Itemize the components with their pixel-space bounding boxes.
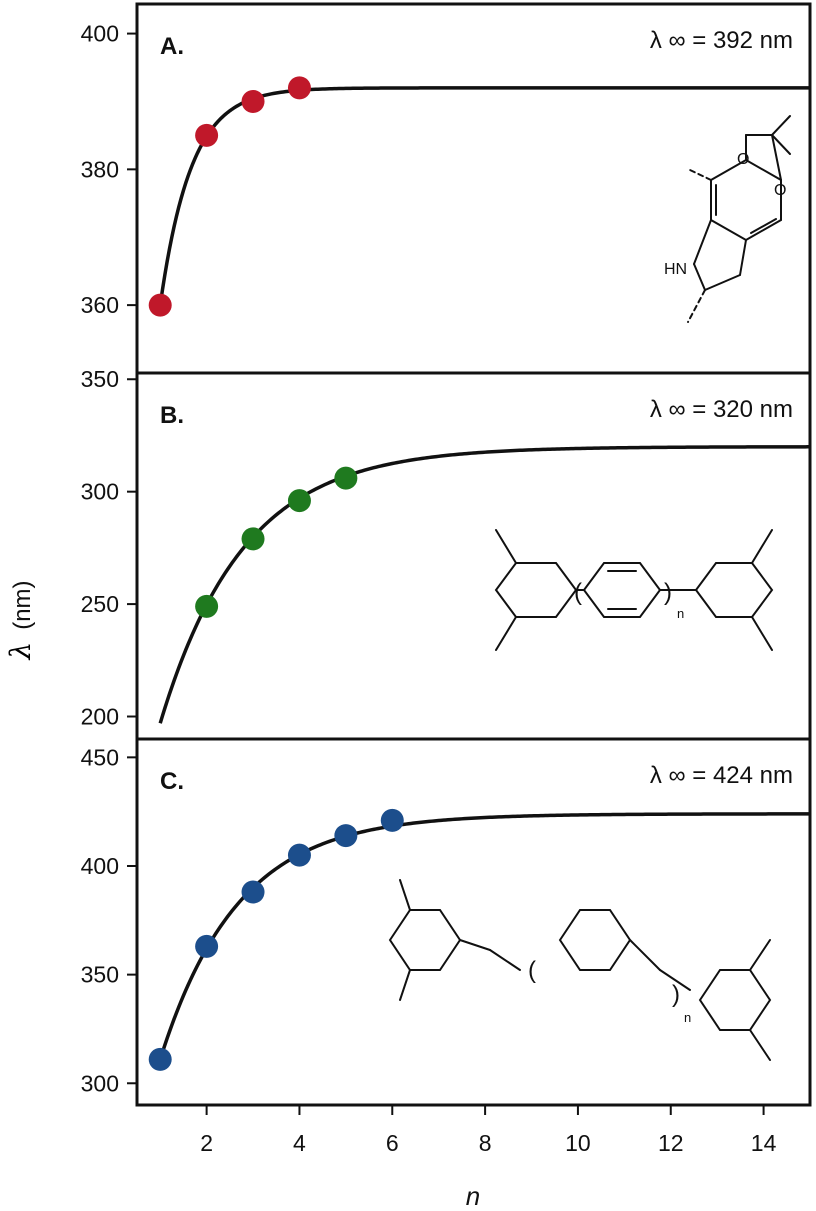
x-tick-label: 12 — [658, 1130, 684, 1156]
y-tick-label: 400 — [81, 853, 119, 879]
y-tick-label: 350 — [81, 366, 119, 392]
y-tick-label: 360 — [81, 292, 119, 318]
data-point — [380, 808, 404, 832]
panel-c: 300 350 400 450 2 4 6 8 10 12 14 C. λ ∞ = 424 nm — [81, 737, 812, 1156]
panel-a: 360 380 400 A. λ ∞ = 392 nm — [81, 2, 812, 375]
data-point — [148, 293, 172, 317]
panel-label: B. — [160, 402, 184, 429]
molecule-a-label-o1: O — [737, 151, 749, 168]
y-tick-label: 350 — [81, 962, 119, 988]
data-point — [241, 527, 265, 551]
panel-label: C. — [160, 768, 184, 795]
data-point — [241, 89, 265, 113]
y-tick-label: 380 — [81, 156, 119, 182]
y-tick-label: 450 — [81, 744, 119, 770]
data-point — [287, 489, 311, 513]
y-axis-symbol: λ — [4, 642, 37, 661]
panel-frame — [135, 2, 812, 375]
data-point — [148, 1047, 172, 1071]
data-point — [195, 123, 219, 147]
x-tick-label: 8 — [479, 1130, 492, 1156]
molecule-c-subscript: n — [684, 1010, 691, 1025]
panel-b: 200 250 300 350 B. λ ∞ = 320 nm — [81, 366, 812, 741]
panel-label: A. — [160, 33, 184, 60]
molecule-c-paren-open: ( — [528, 957, 536, 984]
panel-frame — [135, 737, 812, 1107]
fit-curve — [158, 445, 810, 724]
x-tick-label: 14 — [751, 1130, 777, 1156]
data-point — [334, 824, 358, 848]
lambda-annotation: λ ∞ = 392 nm — [650, 27, 793, 54]
panels: 360 380 400 A. λ ∞ = 392 nm 200 250 300 350 B. λ ∞… — [81, 2, 812, 1156]
lambda-annotation: λ ∞ = 424 nm — [650, 762, 793, 789]
y-axis-label: λ (nm) — [4, 580, 37, 660]
x-tick-label: 2 — [200, 1130, 213, 1156]
molecule-b-paren-open: ( — [574, 579, 582, 606]
y-tick-label: 200 — [81, 704, 119, 730]
data-point — [195, 594, 219, 618]
lambda-annotation: λ ∞ = 320 nm — [650, 396, 793, 423]
molecule-c-paren-close: ) — [672, 981, 680, 1008]
x-axis-label: n — [466, 1181, 480, 1211]
molecule-b: ( ) n — [494, 529, 774, 651]
data-point — [334, 466, 358, 490]
data-point — [287, 843, 311, 867]
molecule-c: ( ) n — [388, 879, 772, 1061]
molecule-b-paren-close: ) — [664, 579, 672, 606]
data-point — [241, 880, 265, 904]
data-point — [287, 76, 311, 100]
y-tick-label: 250 — [81, 591, 119, 617]
y-axis-unit: (nm) — [9, 580, 36, 629]
x-tick-label: 4 — [293, 1130, 306, 1156]
data-point — [195, 934, 219, 958]
molecule-a: O O HN — [664, 115, 791, 323]
x-tick-label: 6 — [386, 1130, 399, 1156]
x-tick-label: 10 — [565, 1130, 591, 1156]
fit-curve — [158, 812, 811, 1060]
y-tick-label: 400 — [81, 21, 119, 47]
fit-curve — [158, 86, 810, 306]
molecule-a-label-hn: HN — [664, 261, 687, 278]
y-tick-label: 300 — [81, 479, 119, 505]
molecule-a-label-o2: O — [774, 182, 786, 199]
y-tick-label: 300 — [81, 1070, 119, 1096]
molecule-b-subscript: n — [677, 606, 684, 621]
